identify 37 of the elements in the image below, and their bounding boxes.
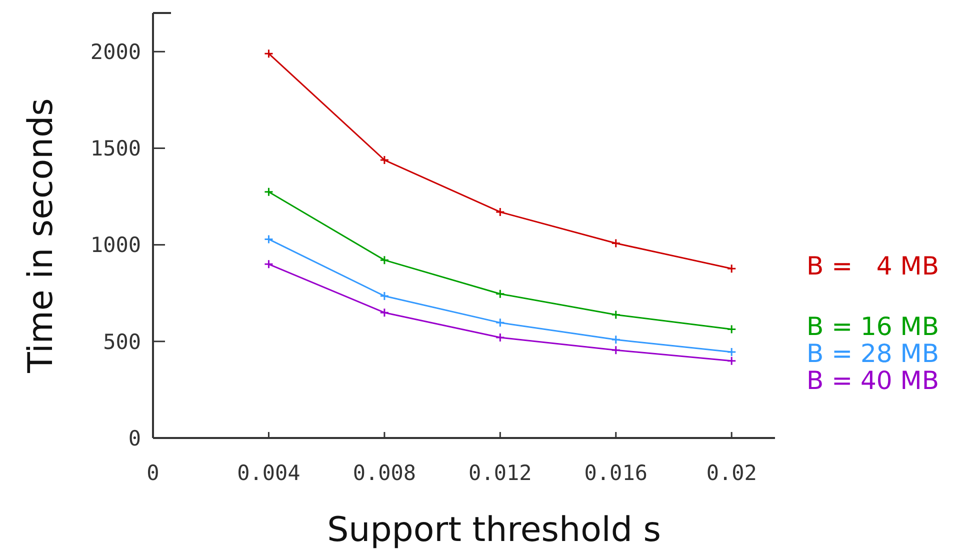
point (495, 207, 505, 217)
x-axis-title: Support threshold s (327, 510, 661, 550)
point (264, 187, 274, 197)
x-tick-label: 0.004 (237, 461, 300, 485)
point (380, 291, 390, 301)
point (611, 345, 621, 355)
y-tick-label: 1500 (90, 136, 141, 161)
text: B = 40 MB (806, 366, 939, 396)
point (726, 356, 736, 366)
text: B = 28 MB (806, 339, 939, 368)
y-tick-label: 500 (103, 330, 141, 354)
y-tick-label: 2000 (90, 40, 141, 64)
x-tick-label: 0.008 (352, 461, 416, 485)
point (495, 318, 505, 328)
text: B = 4 MB (806, 252, 939, 281)
y-axis-title: Time in seconds (21, 98, 61, 374)
x-tick-label: 0.012 (468, 461, 532, 485)
point (726, 264, 736, 274)
point (495, 289, 505, 299)
y-tick-label: 0 (128, 426, 141, 450)
point (611, 238, 621, 248)
x-tick-label: 0.016 (584, 461, 648, 485)
text: B = 16 MB (806, 312, 939, 342)
point (726, 347, 736, 357)
x-tick-label: 0 (146, 461, 160, 485)
point (611, 310, 621, 320)
y-tick-label: 1000 (90, 233, 141, 258)
point (264, 259, 274, 269)
point (264, 48, 274, 58)
point (611, 334, 621, 344)
point (726, 324, 736, 334)
point (264, 234, 274, 244)
point (380, 308, 390, 318)
point (495, 332, 505, 342)
point (380, 155, 390, 165)
point (380, 255, 390, 265)
x-tick-label: 0.02 (706, 461, 757, 485)
